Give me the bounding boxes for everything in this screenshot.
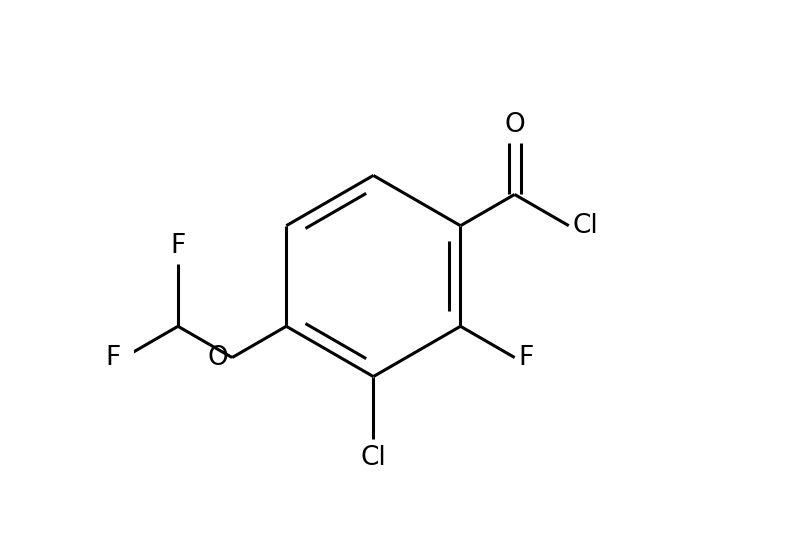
Text: F: F: [517, 344, 533, 370]
Text: Cl: Cl: [571, 213, 597, 238]
Text: O: O: [504, 113, 525, 139]
Text: O: O: [208, 344, 228, 370]
Text: Cl: Cl: [360, 444, 386, 470]
Text: F: F: [105, 344, 120, 370]
Text: F: F: [170, 233, 186, 259]
